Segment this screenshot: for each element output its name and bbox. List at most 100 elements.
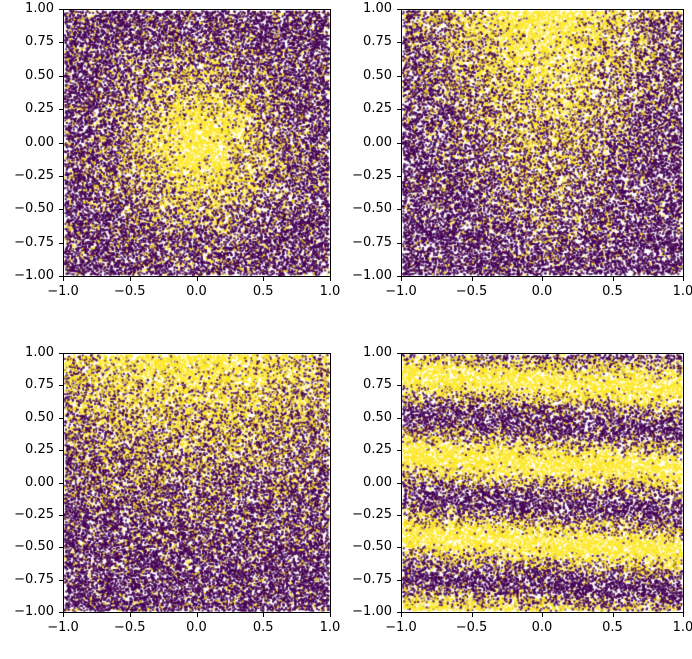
y-tick-label: 1.00 [363, 345, 392, 360]
plot-area [63, 9, 331, 277]
y-tick-label: −1.00 [14, 268, 54, 283]
y-tick-mark [397, 276, 401, 277]
y-tick-mark [59, 547, 63, 549]
y-tick-label: 0.25 [363, 101, 392, 117]
y-tick-label: 0.50 [363, 409, 392, 425]
y-tick-mark [397, 612, 401, 613]
x-tick-label: 1.0 [319, 284, 341, 299]
y-tick-mark [59, 417, 63, 419]
x-tick-label: 0.0 [186, 284, 207, 299]
x-tick-mark [401, 613, 402, 617]
y-tick-label: −0.25 [14, 506, 54, 522]
y-tick-mark [59, 579, 63, 581]
x-tick-label: −0.5 [113, 620, 146, 635]
x-tick-label: −0.5 [455, 284, 488, 299]
x-tick-mark [129, 613, 131, 617]
subplot-top-right: 1.00 0.75 0.50 0.25 0.00 −0.25 −0.50 −0.75 −1.00… [338, 0, 692, 330]
x-tick-mark [330, 277, 331, 281]
y-tick-label: 0.50 [25, 67, 54, 83]
y-tick-mark [397, 547, 401, 549]
y-tick-mark [59, 385, 63, 387]
y-tick-label: −0.50 [14, 201, 54, 217]
x-tick-mark [612, 277, 614, 281]
y-tick-label: 0.00 [25, 474, 54, 490]
x-tick-mark [542, 277, 543, 281]
y-tick-mark [397, 9, 401, 10]
y-tick-label: 0.50 [25, 409, 54, 425]
y-tick-mark [59, 353, 63, 354]
y-tick-mark [59, 142, 63, 144]
subplot-bottom-right: 1.00 0.75 0.50 0.25 0.00 −0.25 −0.50 −0.75 −1.00… [338, 344, 692, 659]
x-tick-mark [196, 277, 198, 281]
x-tick-label: −0.5 [113, 284, 146, 299]
y-tick-mark [397, 353, 401, 354]
x-tick-label: 1.0 [672, 284, 692, 299]
y-tick-label: −0.25 [14, 167, 54, 183]
y-tick-mark [59, 175, 63, 177]
y-tick-label: 0.00 [363, 134, 392, 150]
y-tick-mark [397, 514, 401, 516]
y-tick-label: 0.75 [363, 34, 392, 50]
x-tick-label: 0.5 [602, 620, 623, 635]
y-tick-mark [59, 109, 63, 111]
y-tick-label: 0.00 [25, 134, 54, 150]
x-tick-mark [63, 613, 64, 617]
y-tick-mark [59, 482, 63, 484]
x-tick-label: 0.0 [531, 284, 553, 299]
x-tick-mark [612, 613, 614, 617]
x-tick-mark [683, 277, 684, 281]
x-tick-mark [330, 613, 331, 617]
x-tick-label: −1.0 [47, 284, 79, 299]
y-tick-label: −0.25 [352, 506, 392, 522]
x-tick-mark [401, 277, 402, 281]
y-tick-mark [397, 385, 401, 387]
y-tick-label: 1.00 [25, 1, 54, 16]
y-tick-mark [397, 482, 401, 484]
y-tick-label: −0.50 [352, 539, 392, 555]
y-tick-label: 0.75 [25, 377, 54, 393]
scatter-canvas [64, 10, 330, 276]
x-tick-mark [129, 277, 131, 281]
plot-area [63, 353, 331, 613]
y-tick-mark [397, 242, 401, 244]
y-tick-label: −0.75 [352, 571, 392, 587]
y-tick-label: 0.25 [363, 442, 392, 458]
x-tick-label: 0.5 [252, 284, 274, 299]
y-tick-mark [397, 142, 401, 144]
y-tick-label: 0.75 [363, 377, 392, 393]
y-tick-label: 1.00 [363, 1, 392, 16]
y-tick-mark [59, 514, 63, 516]
x-tick-mark [63, 277, 64, 281]
x-tick-mark [471, 277, 473, 281]
x-tick-label: 1.0 [672, 620, 692, 635]
x-tick-label: 0.0 [531, 620, 553, 635]
y-tick-mark [59, 612, 63, 613]
y-tick-mark [397, 450, 401, 452]
y-tick-label: −0.75 [352, 234, 392, 250]
x-tick-label: −1.0 [385, 620, 417, 635]
y-tick-label: −1.00 [14, 604, 54, 619]
plot-area [401, 353, 684, 613]
y-tick-label: 0.25 [25, 101, 54, 117]
y-tick-mark [397, 579, 401, 581]
y-tick-label: 0.25 [25, 442, 54, 458]
x-tick-mark [471, 613, 473, 617]
plot-area [401, 9, 684, 277]
x-tick-label: −1.0 [385, 284, 417, 299]
y-tick-mark [397, 417, 401, 419]
x-tick-mark [263, 277, 265, 281]
y-tick-mark [59, 242, 63, 244]
y-tick-label: −0.75 [14, 234, 54, 250]
y-tick-mark [397, 75, 401, 77]
y-tick-mark [59, 9, 63, 10]
subplot-bottom-left: 1.00 0.75 0.50 0.25 0.00 −0.25 −0.50 −0.75 −1.00… [0, 344, 340, 659]
y-tick-label: −0.50 [14, 539, 54, 555]
x-tick-mark [263, 613, 265, 617]
scatter-canvas [402, 354, 683, 612]
y-tick-mark [59, 209, 63, 211]
scatter-canvas [64, 354, 330, 612]
y-tick-label: −1.00 [352, 604, 392, 619]
subplot-top-left: 1.00 0.75 0.50 0.25 0.00 −0.25 −0.50 −0.75 −1.00… [0, 0, 340, 330]
x-tick-label: 1.0 [319, 620, 341, 635]
y-tick-label: 1.00 [25, 345, 54, 360]
